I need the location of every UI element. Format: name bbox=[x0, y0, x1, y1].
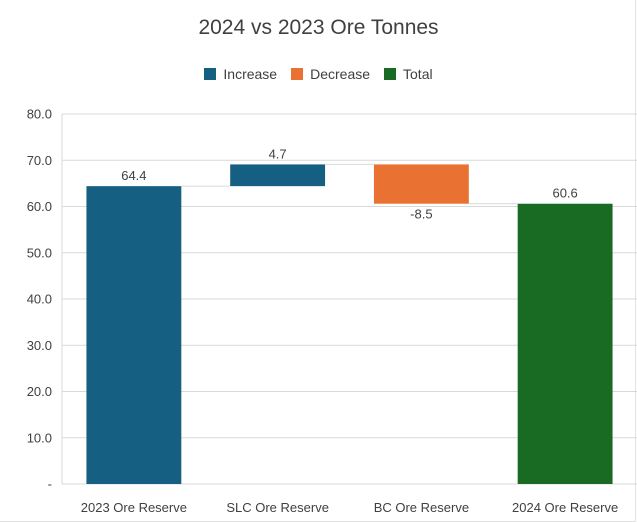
data-label: -8.5 bbox=[410, 207, 432, 222]
legend-label-total: Total bbox=[403, 66, 433, 82]
y-tick-label: - bbox=[48, 477, 52, 492]
legend-item-decrease: Decrease bbox=[291, 66, 370, 82]
bar-total bbox=[86, 186, 182, 484]
bar-increase bbox=[230, 164, 326, 187]
legend: Increase Decrease Total bbox=[0, 66, 637, 82]
legend-label-decrease: Decrease bbox=[310, 66, 371, 82]
chart-title: 2024 vs 2023 Ore Tonnes bbox=[198, 16, 439, 39]
x-category-label: 2024 Ore Reserve bbox=[512, 500, 618, 515]
y-tick-label: 80.0 bbox=[27, 107, 52, 122]
y-tick-label: 10.0 bbox=[27, 430, 52, 445]
y-tick-label: 70.0 bbox=[27, 153, 52, 168]
y-tick-label: 30.0 bbox=[27, 338, 52, 353]
y-tick-label: 50.0 bbox=[27, 245, 52, 260]
y-tick-label: 60.0 bbox=[27, 199, 52, 214]
data-label: 4.7 bbox=[269, 146, 287, 161]
legend-swatch-decrease bbox=[291, 68, 304, 80]
legend-swatch-total bbox=[384, 68, 397, 80]
legend-item-total: Total bbox=[384, 66, 433, 82]
x-category-label: 2023 Ore Reserve bbox=[81, 500, 187, 515]
y-tick-label: 20.0 bbox=[27, 384, 52, 399]
legend-swatch-increase bbox=[204, 68, 217, 80]
bar-decrease bbox=[373, 164, 469, 204]
legend-label-increase: Increase bbox=[223, 66, 278, 82]
bar-total bbox=[517, 203, 613, 484]
data-label: 64.4 bbox=[121, 168, 146, 183]
x-category-label: BC Ore Reserve bbox=[374, 500, 469, 515]
legend-item-increase: Increase bbox=[204, 66, 277, 82]
y-tick-label: 40.0 bbox=[27, 292, 52, 307]
x-category-label: SLC Ore Reserve bbox=[226, 500, 329, 515]
data-label: 60.6 bbox=[552, 186, 577, 201]
